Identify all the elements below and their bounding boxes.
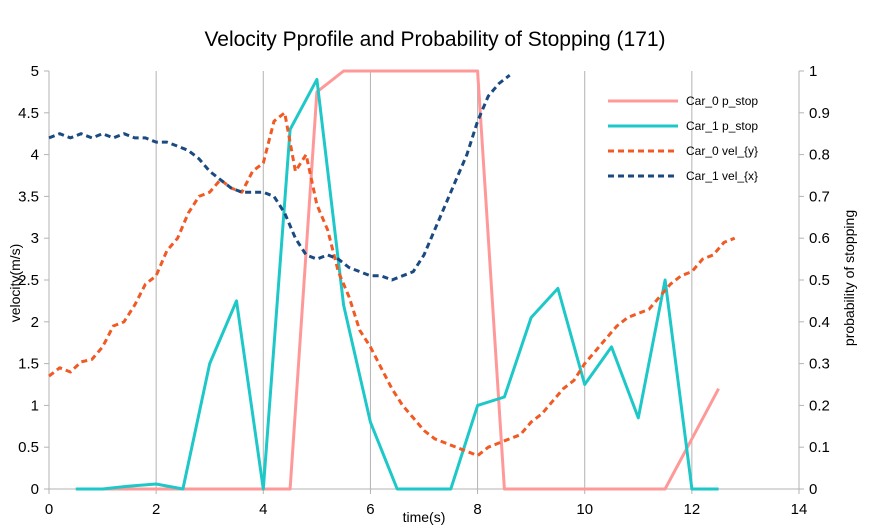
y-left-tick-label: 2.5 <box>18 272 39 289</box>
legend-label-1: Car_0 p_stop <box>686 94 758 108</box>
grid-layer <box>48 71 800 489</box>
legend-label-2: Car_1 p_stop <box>686 119 758 133</box>
series-layer <box>48 69 736 491</box>
legend: Car_0 p_stop Car_1 p_stop Car_0 vel_{y} Car… <box>608 94 758 183</box>
y-right-tick-label: 0.2 <box>809 397 830 414</box>
y-right-tick-label: 0.4 <box>809 314 830 331</box>
legend-label-4: Car_1 vel_{x} <box>686 169 758 183</box>
y-left-tick-label: 5 <box>31 63 39 80</box>
y-axis-left-label: velocity(m/s) <box>7 244 23 323</box>
x-tick-label: 0 <box>45 501 53 518</box>
y-axis-right-label: probability of stopping <box>841 210 857 346</box>
y-left-tick-label: 4.5 <box>18 105 39 122</box>
y-right-tick-label: 0.5 <box>809 272 830 289</box>
y-left-tick-label: 0 <box>31 481 39 498</box>
series-line-2 <box>75 77 719 491</box>
x-tick-label: 8 <box>473 501 481 518</box>
x-tick-label: 14 <box>791 501 808 518</box>
y-left-tick-label: 0.5 <box>18 439 39 456</box>
y-left-tick-label: 4 <box>31 147 39 164</box>
x-tick-label: 12 <box>684 501 701 518</box>
y-right-tick-label: 0 <box>809 481 817 498</box>
series-line-1 <box>75 69 720 491</box>
y-left-tick-label: 3.5 <box>18 188 39 205</box>
y-right-tick-label: 0.9 <box>809 105 830 122</box>
x-axis-label: time(s) <box>403 509 446 525</box>
y-right-tick-label: 1 <box>809 63 817 80</box>
y-left-tick-label: 1.5 <box>18 356 39 373</box>
y-left-tick-label: 2 <box>31 314 39 331</box>
y-left-tick-label: 3 <box>31 230 39 247</box>
chart-title: Velocity Pprofile and Probability of Sto… <box>204 28 665 51</box>
y-right-tick-label: 0.8 <box>809 147 830 164</box>
series-line-4 <box>48 74 511 282</box>
x-tick-label: 2 <box>152 501 160 518</box>
x-tick-label: 4 <box>259 501 267 518</box>
legend-label-3: Car_0 vel_{y} <box>686 144 758 158</box>
y-right-tick-label: 0.1 <box>809 439 830 456</box>
y-right-tick-label: 0.3 <box>809 356 830 373</box>
y-left-tick-label: 1 <box>31 397 39 414</box>
y-right-tick-label: 0.7 <box>809 188 830 205</box>
y-right-tick-label: 0.6 <box>809 230 830 247</box>
x-tick-label: 10 <box>576 501 593 518</box>
x-tick-label: 6 <box>366 501 374 518</box>
